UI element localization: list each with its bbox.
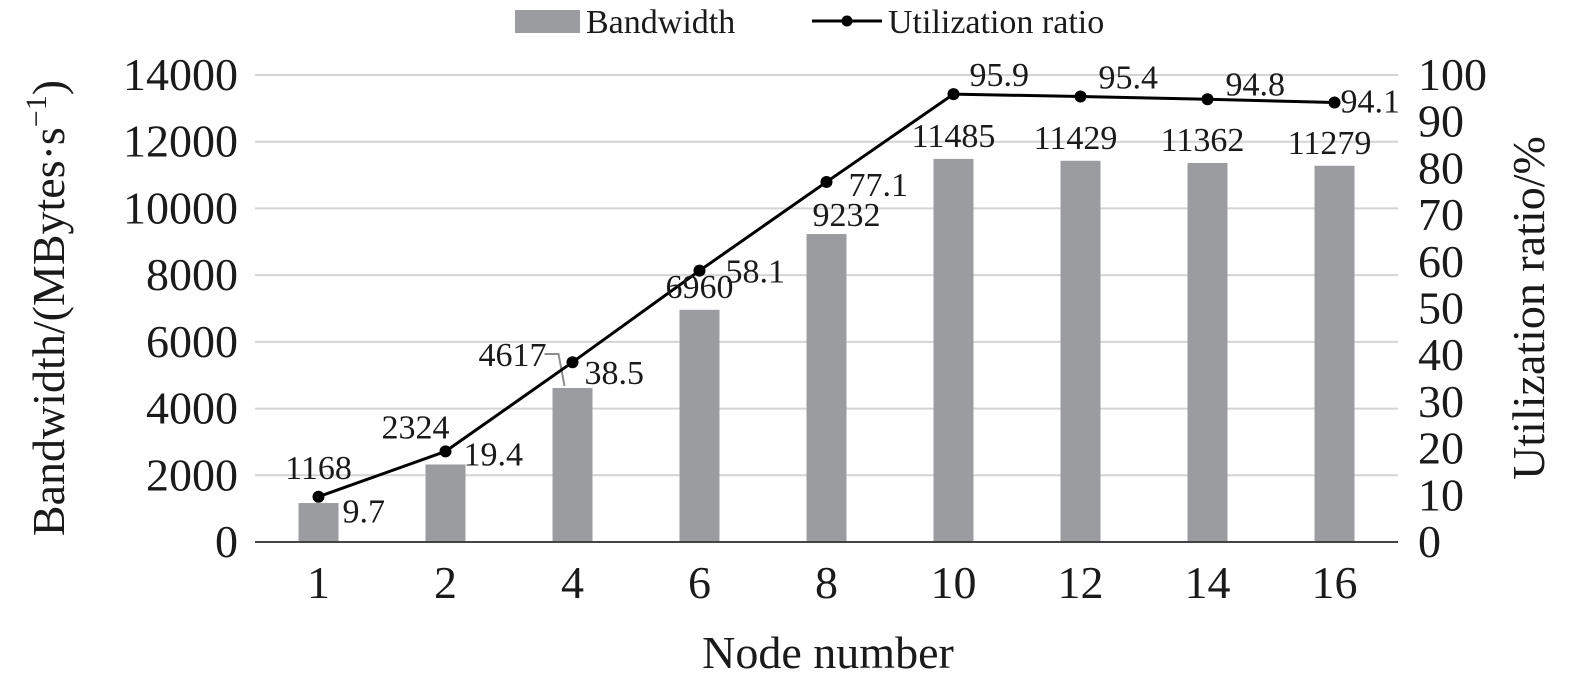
bandwidth-bars [298, 158, 1355, 543]
y-tick-label: 6000 [146, 316, 238, 367]
bar-data-label: 11279 [1288, 125, 1372, 162]
y2-tick-label: 70 [1418, 189, 1464, 240]
y-axis-title: Bandwidth/(MBytes·s−1) [20, 80, 74, 536]
y2-tick-label: 40 [1418, 329, 1464, 380]
bar-data-label: 1168 [285, 450, 352, 487]
x-tick-label: 16 [1312, 557, 1358, 608]
y-tick-label: 0 [215, 516, 238, 567]
bandwidth-bar [806, 234, 847, 542]
y2-axis-title: Utilization ratio/% [1503, 136, 1554, 480]
y-tick-label: 14000 [123, 49, 238, 100]
bandwidth-bar [1314, 165, 1355, 543]
bar-data-label: 6960 [666, 269, 734, 306]
line-data-label: 95.4 [1099, 59, 1159, 96]
line-data-label: 77.1 [849, 167, 909, 204]
y2-tick-label: 100 [1418, 49, 1487, 100]
bandwidth-bar [1187, 162, 1228, 542]
bar-data-label: 11362 [1161, 122, 1245, 159]
legend-utilization-marker [841, 15, 853, 27]
legend-bandwidth-swatch [515, 10, 580, 33]
y-tick-label: 2000 [146, 449, 238, 500]
x-tick-label: 2 [434, 557, 457, 608]
line-data-label: 19.4 [464, 436, 524, 473]
line-data-labels: 9.7 19.4 38.5 58.1 77.1 95.9 95.4 94.8 94.1 [343, 57, 1401, 531]
legend: Bandwidth Utilization ratio [515, 4, 1104, 41]
utilization-marker [947, 88, 960, 101]
bar-data-labels: 1168 2324 4617 6960 9232 11485 11429 11362 11279 [285, 118, 1371, 487]
y2-tick-label: 60 [1418, 236, 1464, 287]
x-tick-label: 12 [1058, 557, 1104, 608]
left-tick-labels: 0 2000 4000 6000 8000 10000 12000 14000 [123, 49, 238, 567]
y-tick-label: 10000 [123, 182, 238, 233]
line-data-label: 94.1 [1341, 84, 1401, 121]
bar-data-label: 2324 [382, 409, 450, 446]
bandwidth-bar [425, 464, 466, 542]
utilization-marker [566, 356, 579, 369]
label-leaders [544, 352, 566, 387]
y-tick-label: 4000 [146, 383, 238, 434]
bandwidth-bar [933, 158, 974, 542]
line-data-label: 58.1 [726, 254, 786, 291]
bar-data-label: 11429 [1034, 120, 1118, 157]
utilization-line [312, 88, 1341, 503]
label-leader-line [544, 352, 566, 387]
legend-bandwidth-label: Bandwidth [586, 4, 735, 41]
y-axis-title-superscript: −1 [20, 95, 53, 127]
y-tick-label: 12000 [123, 116, 238, 167]
line-data-label: 9.7 [343, 494, 386, 531]
line-data-label: 94.8 [1226, 66, 1286, 103]
y2-tick-label: 10 [1418, 469, 1464, 520]
y2-tick-label: 80 [1418, 142, 1464, 193]
utilization-marker [439, 445, 452, 458]
x-tick-label: 6 [688, 557, 711, 608]
x-tick-label: 8 [815, 557, 838, 608]
y2-tick-label: 0 [1418, 516, 1441, 567]
y2-tick-label: 90 [1418, 96, 1464, 147]
y2-tick-label: 50 [1418, 283, 1464, 334]
x-tick-label: 10 [931, 557, 977, 608]
utilization-marker [312, 490, 325, 503]
bar-data-label: 9232 [813, 197, 881, 234]
line-data-label: 95.9 [970, 57, 1030, 94]
bar-data-label: 11485 [912, 118, 996, 155]
bandwidth-bar [298, 503, 339, 542]
bandwidth-bar [552, 387, 593, 542]
utilization-marker [1201, 93, 1214, 106]
x-axis-title: Node number [702, 627, 954, 678]
y-axis-title-close: ) [23, 80, 74, 95]
bandwidth-bar [679, 309, 720, 542]
utilization-marker [1074, 90, 1087, 103]
x-tick-labels: 1 2 4 6 8 10 12 14 16 [307, 557, 1358, 608]
y-axis-title-main: Bandwidth/(MBytes·s [23, 127, 74, 536]
y-tick-label: 8000 [146, 249, 238, 300]
y2-tick-label: 30 [1418, 376, 1464, 427]
line-data-label: 38.5 [585, 355, 645, 392]
bar-data-label: 4617 [479, 337, 547, 374]
x-tick-label: 1 [307, 557, 330, 608]
x-tick-label: 4 [561, 557, 584, 608]
utilization-marker [1328, 96, 1341, 109]
legend-utilization-label: Utilization ratio [888, 4, 1104, 41]
utilization-marker [693, 264, 706, 277]
y2-tick-label: 20 [1418, 423, 1464, 474]
x-tick-label: 14 [1185, 557, 1231, 608]
utilization-marker [820, 175, 833, 188]
bandwidth-bar [1060, 160, 1101, 542]
